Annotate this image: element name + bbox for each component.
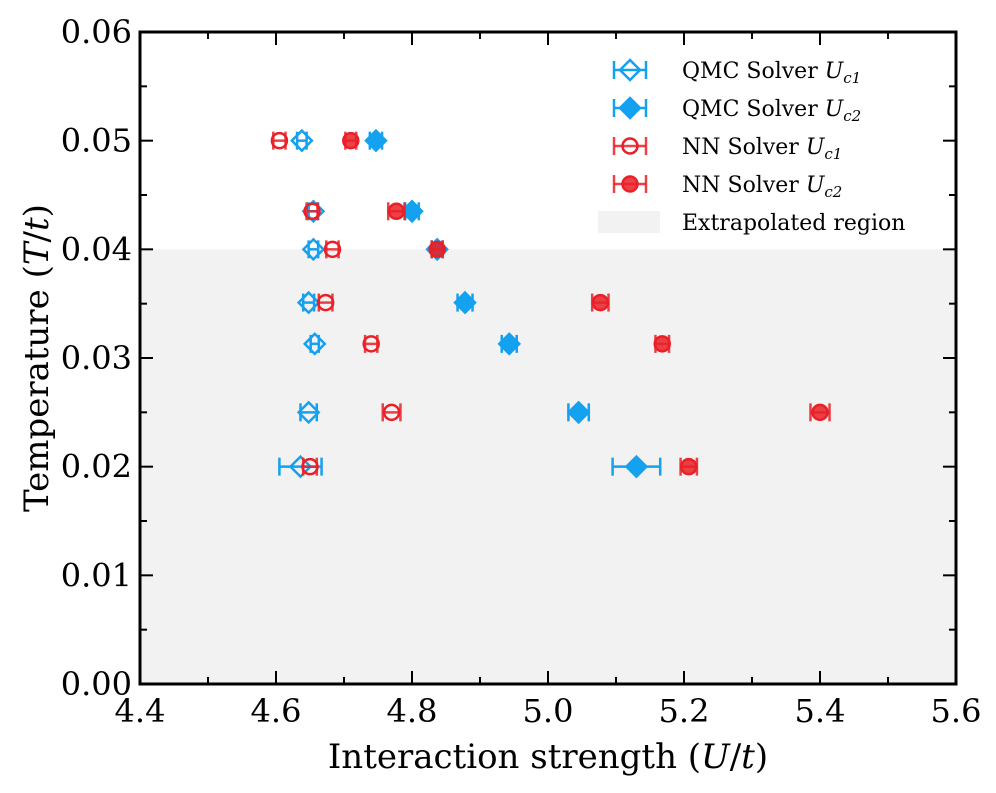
y-tick-label: 0.02 (61, 448, 132, 486)
legend-label: QMC Solver Uc1 (682, 59, 861, 87)
y-tick-label: 0.03 (61, 339, 132, 377)
legend-label: QMC Solver Uc2 (682, 97, 861, 125)
data-point (680, 457, 698, 476)
data-point (296, 400, 321, 425)
y-axis-ticks: 0.00 0.01 0.02 0.03 0.04 0.05 0.06 (61, 13, 956, 703)
y-tick-label: 0.00 (61, 665, 132, 703)
data-point (270, 131, 289, 150)
legend-label: NN Solver Uc2 (682, 173, 842, 201)
plot-frame (138, 30, 958, 686)
legend-region-swatch (598, 211, 660, 233)
data-point (303, 202, 321, 221)
y-tick-label: 0.04 (61, 230, 132, 268)
y-tick-label: 0.05 (61, 122, 132, 160)
data-point (342, 131, 360, 150)
legend-marker (621, 175, 639, 193)
x-axis-ticks: 4.4 4.6 4.8 5.0 5.2 5.4 5.6 (115, 32, 982, 730)
x-tick-label: 4.8 (387, 692, 438, 730)
data-point (296, 290, 321, 315)
legend: QMC Solver Uc1 QMC Solver Uc2 NN Solver Uc… (598, 58, 905, 236)
x-tick-label: 4.6 (251, 692, 302, 730)
legend-item: Extrapolated region (598, 211, 905, 236)
x-tick-label: 5.4 (795, 692, 846, 730)
x-tick-label: 5.6 (931, 692, 982, 730)
data-point (653, 335, 671, 353)
legend-label: NN Solver Uc1 (682, 135, 842, 163)
data-point (316, 293, 335, 312)
data-point (323, 240, 342, 259)
legend-marker (618, 96, 642, 120)
x-axis-label: Interaction strength (U/t) (328, 737, 768, 777)
x-tick-label: 5.0 (523, 692, 574, 730)
data-point (811, 403, 829, 422)
data-point (301, 457, 319, 476)
legend-item: NN Solver Uc2 (612, 173, 842, 201)
data-point (382, 403, 401, 422)
data-point (453, 290, 477, 315)
data-point (591, 293, 610, 312)
series-3 (270, 131, 402, 476)
legend-label: Extrapolated region (682, 211, 905, 236)
extrapolated-region (140, 249, 956, 685)
legend-item: NN Solver Uc1 (612, 135, 842, 163)
legend-marker (621, 137, 639, 155)
data-point (387, 202, 406, 221)
y-tick-label: 0.01 (61, 556, 132, 594)
data-point (288, 454, 313, 479)
legend-item: QMC Solver Uc1 (612, 58, 861, 87)
data-point (428, 240, 446, 259)
data-point (566, 400, 591, 425)
legend-marker (618, 58, 642, 82)
data-point (301, 237, 326, 262)
plot-area (140, 249, 956, 685)
data-point (624, 454, 649, 479)
legend-item: QMC Solver Uc2 (612, 96, 861, 125)
data-point (362, 335, 380, 353)
data-layer (270, 128, 831, 479)
data-point (302, 332, 327, 356)
series-4 (342, 131, 831, 476)
data-point (364, 128, 388, 153)
x-tick-label: 4.4 (115, 692, 166, 730)
data-point (290, 128, 314, 153)
x-tick-label: 5.2 (659, 692, 710, 730)
y-axis-label: Temperature (T/t) (17, 204, 57, 512)
y-tick-label: 0.06 (61, 13, 132, 51)
data-point (497, 332, 522, 356)
